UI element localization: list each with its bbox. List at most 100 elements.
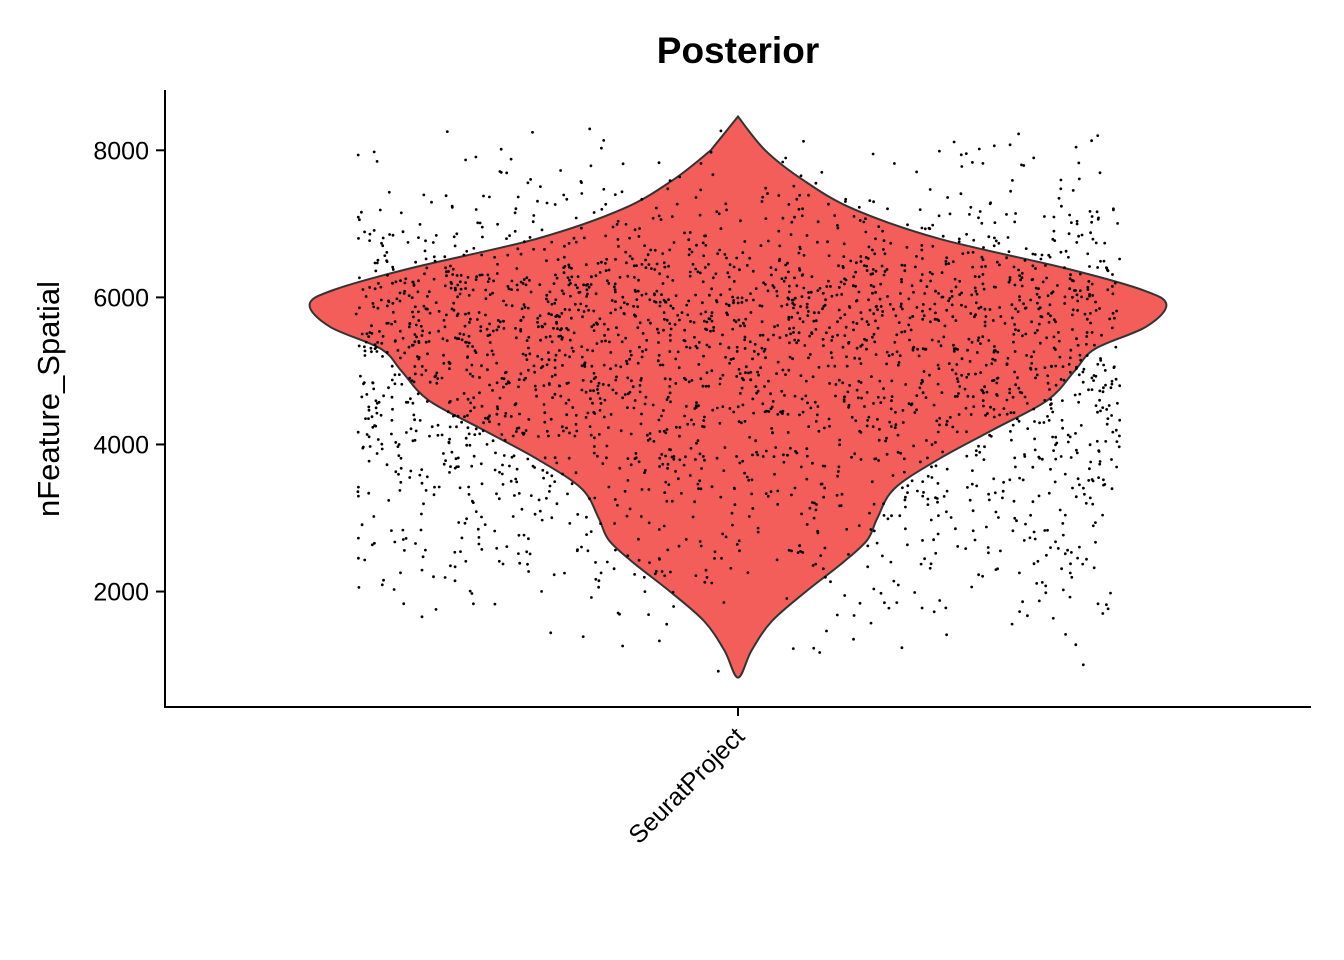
data-point: [722, 469, 726, 472]
data-point: [1081, 562, 1085, 566]
data-point: [647, 318, 650, 322]
data-point: [1046, 312, 1050, 315]
data-point: [1074, 432, 1077, 435]
data-point: [643, 590, 647, 593]
data-point: [727, 346, 731, 349]
data-point: [1033, 253, 1037, 256]
data-point: [613, 522, 616, 525]
data-point: [376, 341, 379, 344]
data-point: [1110, 382, 1114, 386]
data-point: [1021, 334, 1024, 338]
data-point: [802, 253, 806, 257]
data-point: [391, 233, 395, 237]
data-point: [464, 158, 467, 162]
data-point: [877, 438, 881, 442]
data-point: [900, 278, 903, 281]
data-point: [953, 395, 957, 398]
data-point: [787, 270, 790, 274]
data-point: [974, 449, 978, 452]
data-point: [805, 306, 809, 309]
data-point: [574, 216, 578, 220]
data-point: [457, 521, 461, 524]
data-point: [972, 238, 976, 242]
data-point: [852, 215, 856, 218]
data-point: [1007, 280, 1011, 284]
data-point: [589, 389, 592, 392]
data-point: [732, 280, 736, 283]
data-point: [365, 332, 369, 336]
data-point: [912, 345, 916, 349]
data-point: [1086, 285, 1090, 289]
data-point: [938, 149, 941, 153]
data-point: [556, 314, 560, 318]
data-point: [565, 197, 569, 201]
data-point: [965, 375, 969, 379]
data-point: [586, 549, 590, 553]
data-point: [814, 328, 818, 331]
data-point: [715, 456, 719, 460]
data-point: [395, 297, 399, 301]
data-point: [833, 214, 837, 217]
data-point: [1009, 411, 1013, 414]
data-point: [543, 411, 547, 415]
data-point: [471, 288, 475, 292]
data-point: [1076, 556, 1079, 560]
data-point: [591, 401, 594, 405]
data-point: [975, 292, 979, 296]
data-point: [749, 378, 753, 382]
data-point: [865, 424, 869, 428]
data-point: [569, 282, 572, 285]
data-point: [669, 400, 672, 404]
data-point: [743, 324, 747, 328]
data-point: [653, 268, 657, 271]
data-point: [448, 437, 451, 441]
data-point: [847, 340, 851, 344]
data-point: [913, 591, 917, 594]
data-point: [735, 350, 739, 353]
data-point: [1033, 420, 1036, 423]
data-point: [973, 286, 977, 290]
data-point: [1090, 331, 1094, 334]
data-point: [822, 495, 825, 499]
data-point: [703, 580, 707, 584]
data-point: [688, 274, 692, 278]
data-point: [935, 419, 939, 423]
data-point: [614, 300, 617, 303]
data-point: [565, 382, 569, 385]
data-point: [827, 202, 830, 206]
data-point: [1095, 210, 1099, 214]
data-point: [836, 333, 839, 337]
data-point: [702, 354, 705, 358]
data-point: [493, 468, 497, 472]
data-point: [1070, 279, 1074, 282]
data-point: [535, 394, 538, 398]
data-point: [996, 350, 1000, 354]
data-point: [527, 335, 531, 339]
data-point: [974, 453, 978, 457]
data-point: [762, 349, 766, 353]
data-point: [971, 395, 975, 399]
data-point: [787, 315, 791, 319]
data-point: [846, 390, 850, 394]
data-point: [570, 266, 573, 270]
data-point: [687, 238, 691, 242]
data-point: [1014, 328, 1017, 331]
data-point: [531, 464, 535, 468]
data-point: [1096, 134, 1100, 138]
data-point: [885, 268, 889, 271]
data-point: [915, 255, 918, 258]
data-point: [844, 197, 848, 201]
data-point: [709, 150, 713, 154]
data-point: [822, 344, 825, 347]
data-point: [588, 497, 591, 500]
data-point: [360, 210, 363, 214]
data-point: [629, 432, 633, 436]
data-point: [1078, 392, 1082, 396]
data-point: [503, 414, 507, 418]
data-point: [580, 388, 584, 392]
data-point: [1016, 376, 1019, 380]
data-point: [657, 353, 661, 357]
data-point: [942, 495, 946, 498]
data-point: [1098, 307, 1101, 310]
data-point: [595, 342, 599, 345]
